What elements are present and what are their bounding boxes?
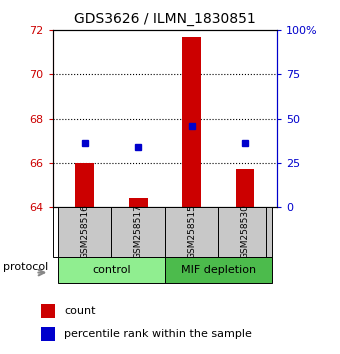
Bar: [112, 207, 165, 257]
Bar: [165, 207, 218, 257]
Bar: [58, 207, 112, 257]
Text: percentile rank within the sample: percentile rank within the sample: [64, 329, 252, 339]
Text: GSM258530: GSM258530: [240, 204, 250, 259]
Text: GSM258516: GSM258516: [80, 204, 89, 259]
Text: count: count: [64, 306, 96, 316]
Bar: [75, 163, 94, 207]
Title: GDS3626 / ILMN_1830851: GDS3626 / ILMN_1830851: [74, 12, 256, 26]
Bar: [182, 37, 201, 207]
Bar: [58, 257, 165, 283]
Text: control: control: [92, 265, 131, 275]
Text: protocol: protocol: [3, 262, 49, 272]
Bar: [41, 304, 55, 318]
Bar: [41, 327, 55, 341]
Text: GSM258517: GSM258517: [134, 204, 143, 259]
Bar: [165, 257, 272, 283]
Bar: [236, 170, 254, 207]
Bar: [218, 207, 272, 257]
Text: GSM258515: GSM258515: [187, 204, 196, 259]
Bar: [129, 198, 148, 207]
Text: MIF depletion: MIF depletion: [181, 265, 256, 275]
